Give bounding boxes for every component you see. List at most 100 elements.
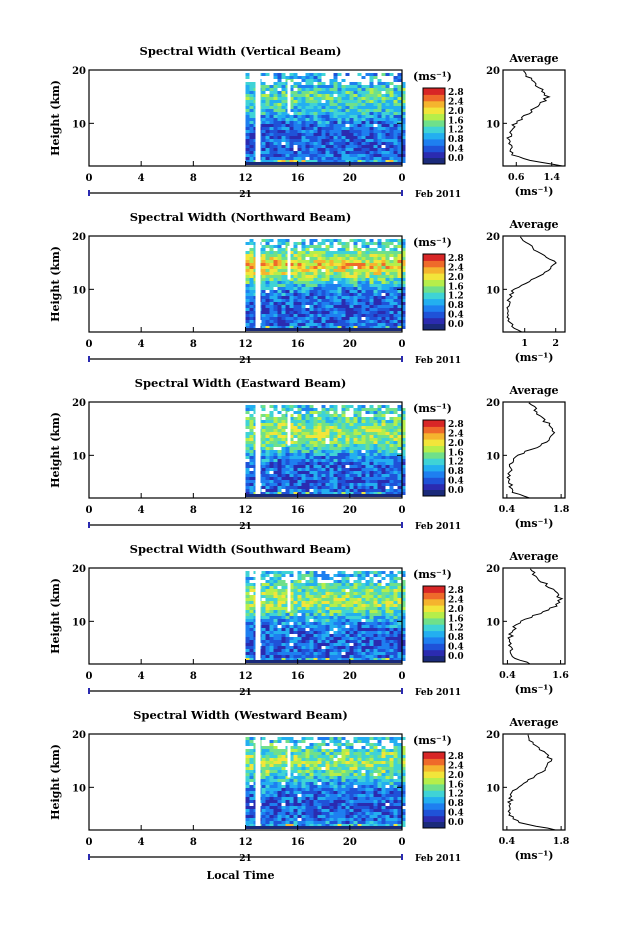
heatmap-cell bbox=[333, 112, 338, 115]
heatmap-cell bbox=[317, 317, 322, 320]
heatmap-cell bbox=[385, 254, 390, 257]
heatmap-cell bbox=[297, 414, 302, 417]
heatmap-cell bbox=[245, 151, 250, 154]
heatmap-cell bbox=[345, 595, 350, 598]
heatmap-cell bbox=[353, 658, 358, 661]
heatmap-cell bbox=[341, 414, 346, 417]
heatmap-cell bbox=[345, 242, 350, 245]
heatmap-cell bbox=[285, 619, 290, 622]
heatmap-cell bbox=[357, 251, 362, 254]
heatmap-cell bbox=[305, 465, 310, 468]
heatmap-cell bbox=[261, 85, 266, 88]
heatmap-cell bbox=[373, 314, 378, 317]
heatmap-cell bbox=[281, 462, 286, 465]
heatmap-cell bbox=[325, 127, 330, 130]
heatmap-cell bbox=[377, 604, 382, 607]
heatmap-cell bbox=[345, 405, 350, 408]
heatmap-cell bbox=[381, 637, 386, 640]
heatmap-cell bbox=[301, 260, 306, 263]
heatmap-cell bbox=[305, 631, 310, 634]
heatmap-cell bbox=[305, 127, 310, 130]
heatmap-cell bbox=[245, 88, 250, 91]
heatmap-cell bbox=[325, 320, 330, 323]
heatmap-cell bbox=[329, 296, 334, 299]
heatmap-cell bbox=[337, 323, 342, 326]
heatmap-cell bbox=[381, 652, 386, 655]
colorbar-tick-label: 2.8 bbox=[448, 88, 464, 98]
heatmap-cell bbox=[329, 628, 334, 631]
heatmap-cell bbox=[393, 88, 398, 91]
heatmap-cell bbox=[289, 610, 294, 613]
heatmap-cell bbox=[329, 154, 334, 157]
heatmap-cell bbox=[377, 640, 382, 643]
heatmap-cell bbox=[337, 133, 342, 136]
heatmap-cell bbox=[261, 302, 266, 305]
heatmap-cell bbox=[365, 622, 370, 625]
heatmap-cell bbox=[325, 619, 330, 622]
heatmap-cell bbox=[333, 634, 338, 637]
heatmap-cell bbox=[361, 85, 366, 88]
heatmap-cell bbox=[369, 607, 374, 610]
heatmap-cell bbox=[329, 625, 334, 628]
heatmap-cell bbox=[325, 586, 330, 589]
heatmap-cell bbox=[249, 812, 254, 815]
heatmap-cell bbox=[273, 492, 278, 495]
heatmap-cell bbox=[317, 435, 322, 438]
heatmap-cell bbox=[357, 73, 362, 76]
heatmap-cell bbox=[285, 486, 290, 489]
heatmap-cell bbox=[277, 610, 282, 613]
heatmap-cell bbox=[269, 254, 274, 257]
heatmap-cell bbox=[301, 414, 306, 417]
heatmap-cell bbox=[325, 471, 330, 474]
heatmap-cell bbox=[357, 139, 362, 142]
heatmap-cell bbox=[365, 85, 370, 88]
heatmap-cell bbox=[349, 281, 354, 284]
heatmap-cell bbox=[401, 308, 406, 311]
heatmap-cell bbox=[313, 139, 318, 142]
heatmap-cell bbox=[305, 308, 310, 311]
heatmap-cell bbox=[397, 157, 402, 160]
heatmap-cell bbox=[309, 477, 314, 480]
heatmap-cell bbox=[345, 269, 350, 272]
heatmap-cell bbox=[385, 444, 390, 447]
heatmap-cell bbox=[389, 299, 394, 302]
heatmap-cell bbox=[281, 643, 286, 646]
heatmap-cell bbox=[337, 658, 342, 661]
heatmap-cell bbox=[337, 483, 342, 486]
heatmap-cell bbox=[365, 305, 370, 308]
heatmap-cell bbox=[377, 284, 382, 287]
heatmap-cell bbox=[305, 459, 310, 462]
heatmap-cell bbox=[357, 483, 362, 486]
heatmap-cell bbox=[261, 468, 266, 471]
heatmap-cell bbox=[301, 326, 306, 329]
heatmap-cell bbox=[361, 616, 366, 619]
heatmap-cell bbox=[289, 480, 294, 483]
heatmap-cell bbox=[361, 97, 366, 100]
heatmap-cell bbox=[269, 106, 274, 109]
heatmap-cell bbox=[373, 257, 378, 260]
heatmap-cell bbox=[281, 115, 286, 118]
heatmap-cell bbox=[333, 462, 338, 465]
heatmap-cell bbox=[369, 628, 374, 631]
heatmap-cell bbox=[285, 308, 290, 311]
heatmap-cell bbox=[357, 471, 362, 474]
heatmap-cell bbox=[245, 73, 250, 76]
heatmap-cell bbox=[293, 477, 298, 480]
heatmap-cell bbox=[249, 136, 254, 139]
heatmap-cell bbox=[333, 142, 338, 145]
heatmap-cell bbox=[261, 130, 266, 133]
heatmap-cell bbox=[249, 652, 254, 655]
heatmap-cell bbox=[269, 145, 274, 148]
heatmap-cell bbox=[293, 73, 298, 76]
heatmap-cell bbox=[329, 118, 334, 121]
heatmap-cell bbox=[401, 649, 406, 652]
heatmap-cell bbox=[321, 598, 326, 601]
colorbar-segment bbox=[423, 598, 445, 606]
heatmap-cell bbox=[309, 281, 314, 284]
heatmap-cell bbox=[381, 631, 386, 634]
heatmap-cell bbox=[281, 148, 286, 151]
heatmap-cell bbox=[269, 761, 274, 764]
heatmap-cell bbox=[269, 417, 274, 420]
heatmap-cell bbox=[277, 73, 282, 76]
heatmap-cell bbox=[357, 619, 362, 622]
